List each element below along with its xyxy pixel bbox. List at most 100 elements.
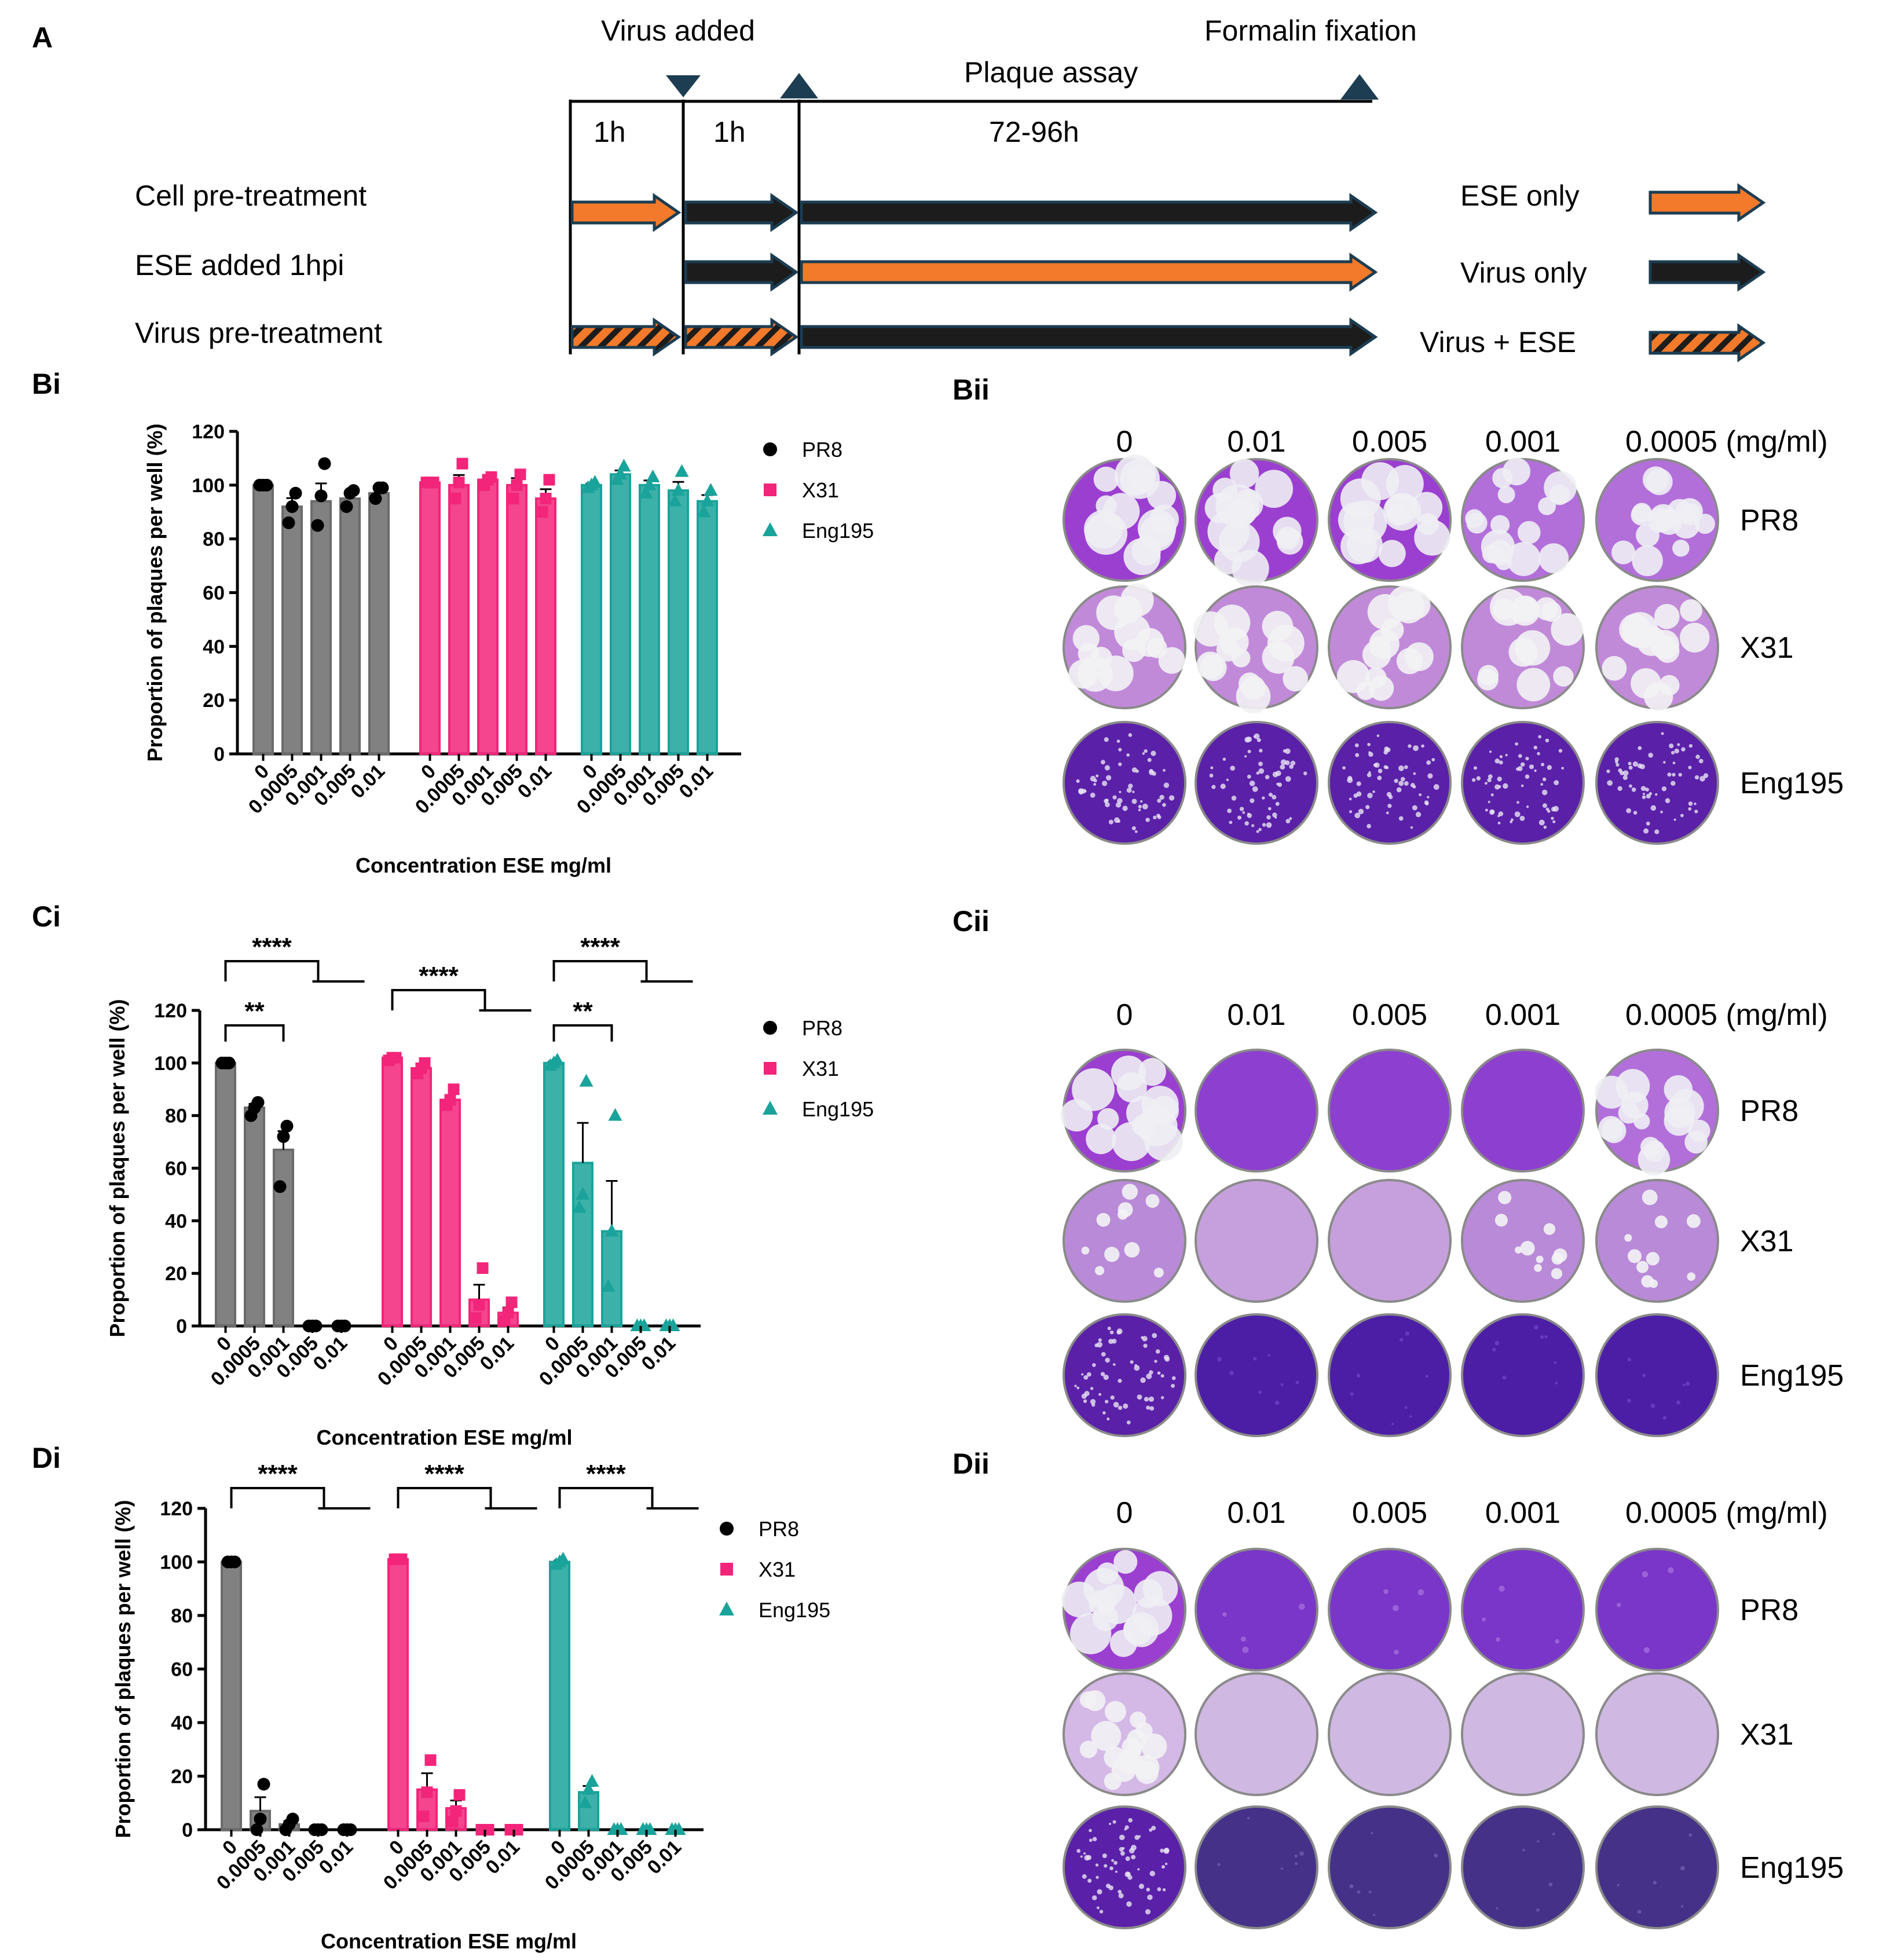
x-tick-label: 0.01 xyxy=(513,760,556,803)
data-point-square xyxy=(507,493,519,505)
data-point-square xyxy=(540,493,552,505)
plaque-spot xyxy=(1542,803,1547,808)
y-tick-label: 80 xyxy=(203,529,225,551)
plaque-spot xyxy=(1134,830,1138,833)
plaque-spot xyxy=(1640,786,1646,792)
legend-label-pr8: PR8 xyxy=(802,1016,842,1040)
plaque-spot xyxy=(1229,459,1259,489)
plaque-spot xyxy=(1093,779,1097,783)
plaque-spot xyxy=(1425,1375,1428,1378)
plaque-spot xyxy=(1147,757,1152,763)
plaque-spot xyxy=(1642,1373,1646,1378)
bar-eng195 xyxy=(668,489,689,755)
concentration-label-2: 0.005 xyxy=(1352,1496,1427,1530)
virus-label-pr8: PR8 xyxy=(1740,1593,1798,1627)
plaque-spot xyxy=(1342,766,1346,770)
y-tick-label: 100 xyxy=(160,1552,193,1574)
plaque-spot xyxy=(1112,795,1117,800)
plaque-spot xyxy=(1117,1209,1129,1220)
data-point-triangle xyxy=(601,1278,616,1292)
plaque-spot xyxy=(1137,1868,1140,1871)
plaque-spot xyxy=(1086,1124,1116,1155)
plaque-spot xyxy=(1628,761,1632,765)
plaque-well xyxy=(1328,1548,1452,1672)
concentration-label-3: 0.001 xyxy=(1485,425,1560,459)
plaque-spot xyxy=(1393,1604,1399,1611)
plaque-spot xyxy=(1157,1371,1161,1375)
y-tick-label: 20 xyxy=(203,690,225,712)
plaque-spot xyxy=(1295,1862,1298,1866)
plaque-spot xyxy=(1488,774,1493,779)
y-tick-label: 20 xyxy=(165,1263,187,1285)
plaque-spot xyxy=(1347,777,1353,783)
plaque-spot xyxy=(1126,1901,1132,1907)
plaque-well xyxy=(1195,1179,1318,1303)
plaque-spot xyxy=(1541,763,1545,767)
plaque-spot xyxy=(1116,1330,1121,1335)
plaque-spot xyxy=(1688,743,1693,748)
plaque-spot xyxy=(1081,1246,1090,1255)
plaque-spot xyxy=(1076,1386,1080,1390)
plaque-spot xyxy=(1415,812,1422,818)
plaque-spot xyxy=(1487,778,1492,782)
plaque-spot xyxy=(1615,763,1620,767)
legend-arrow-ese xyxy=(1648,183,1766,222)
data-point-square xyxy=(446,1816,459,1828)
plaque-spot xyxy=(1522,1848,1525,1852)
plaque-spot xyxy=(1117,819,1120,823)
plaque-spot xyxy=(1204,493,1235,523)
plaque-spot xyxy=(1127,1729,1147,1749)
plaque-spot xyxy=(1096,495,1117,516)
plaque-spot xyxy=(1138,1884,1144,1889)
plaque-spot xyxy=(1081,1393,1087,1399)
plaque-spot xyxy=(1551,613,1584,646)
plaque-spot xyxy=(1534,1264,1542,1272)
plaque-spot xyxy=(1614,757,1619,762)
plaque-spot xyxy=(1085,512,1128,555)
plaque-spot xyxy=(1114,455,1156,496)
plaque-spot xyxy=(1555,1382,1558,1385)
plaque-spot xyxy=(1670,781,1676,786)
plaque-spot xyxy=(1157,798,1162,803)
plaque-spot xyxy=(1376,734,1380,737)
plaque-well xyxy=(1063,1179,1186,1303)
chart-di: 0 20 40 60 80 100 120 Proportion of plaques per… xyxy=(111,1460,830,1953)
plaque-spot xyxy=(1631,787,1636,792)
plaque-spot xyxy=(1542,777,1547,782)
plaque-spot xyxy=(1516,801,1519,804)
plaque-well xyxy=(1063,1805,1186,1929)
plaque-spot xyxy=(1548,1882,1553,1887)
x-tick-label: 0.01 xyxy=(309,1332,351,1375)
plaque-spot xyxy=(1128,1818,1133,1823)
plaque-spot xyxy=(1659,675,1680,696)
plaque-spot xyxy=(1525,774,1530,779)
plaque-spot xyxy=(1598,1116,1624,1141)
formalin-marker-icon xyxy=(1340,74,1379,100)
plaque-spot xyxy=(1372,790,1375,793)
chart-bi: 0 20 40 60 80 100 120 Proportion of plaques per… xyxy=(143,421,874,877)
plaque-spot xyxy=(1163,782,1170,788)
plaque-spot xyxy=(1109,1629,1137,1657)
y-axis-label: Proportion of plaques per well (%) xyxy=(143,423,167,761)
plaque-spot xyxy=(1072,1068,1115,1111)
plaque-spot xyxy=(1104,1400,1109,1404)
plaque-spot xyxy=(1404,765,1408,770)
plaque-spot xyxy=(1405,1331,1409,1336)
arrow-virus-pre-mix1 xyxy=(570,317,682,357)
plaque-spot xyxy=(1083,1852,1086,1855)
plaque-spot xyxy=(1143,1343,1148,1348)
chart-ci: 0 20 40 60 80 100 120 Proportion of plaques per… xyxy=(105,933,874,1449)
data-point-square xyxy=(473,1299,485,1311)
plaque-spot xyxy=(1536,1255,1544,1263)
plaque-spot xyxy=(1356,1373,1361,1378)
bar-pr8 xyxy=(273,1148,294,1328)
concentration-label-1: 0.01 xyxy=(1227,1496,1285,1530)
plaque-spot xyxy=(1132,790,1135,793)
plaque-spot xyxy=(1148,1396,1155,1402)
plaque-spot xyxy=(1256,830,1259,833)
plaque-spot xyxy=(1267,1354,1270,1357)
plaque-spot xyxy=(1350,1392,1354,1396)
plaque-spot xyxy=(1648,792,1653,796)
plaque-spot xyxy=(1489,809,1495,815)
data-point-circle xyxy=(277,1130,290,1143)
